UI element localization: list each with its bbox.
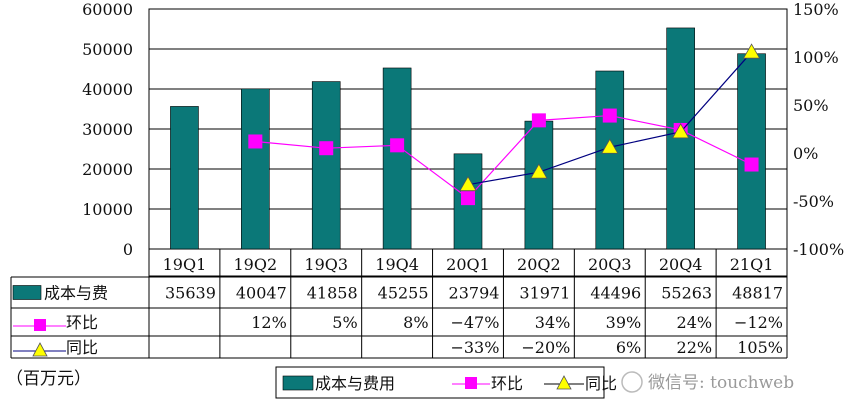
marker-环比-20Q3 [602,108,617,123]
y-left-tick-label: 10000 [82,200,133,219]
table-cell: 55263 [661,284,712,303]
bar-19Q3 [311,81,341,250]
table-cell: −12% [734,313,783,332]
legend-key-bar [282,375,314,391]
marker-环比-19Q3 [319,141,334,156]
table-key-成本与费用 [12,285,42,300]
y-right-tick-label: 50% [793,96,829,115]
y-left-tick-label: 60000 [82,0,133,19]
bar-19Q2 [241,88,270,250]
marker-同比-20Q1 [459,175,477,192]
bar-20Q2 [524,120,554,250]
watermark: 微信号: touchweb [648,373,794,393]
legend-key-marker [556,375,572,390]
table-cell: −20% [521,338,570,357]
marker-同比-21Q1 [742,43,761,59]
y-right-tick-label: -50% [793,192,834,211]
bar-21Q1 [737,53,766,250]
table-cell: 31971 [519,284,570,303]
legend-key-marker [465,377,477,389]
table-key-marker [32,342,48,357]
table-cell: 8% [403,313,428,332]
y-left-tick-label: 40000 [82,80,133,99]
table-cell: 6% [616,338,641,357]
table-cell: 39% [606,313,642,332]
table-row-label: 同比 [66,338,98,357]
y-left-tick-label: 30000 [82,120,133,139]
table-cell: −33% [450,338,499,357]
table-cell: 41858 [307,284,358,303]
table-cell: 24% [677,313,713,332]
table-cell: 34% [535,313,571,332]
marker-环比-20Q2 [531,113,546,128]
category-label: 20Q2 [517,255,561,274]
marker-环比-21Q1 [744,157,759,172]
marker-环比-19Q4 [390,138,405,153]
table-row-label: 成本与费 [44,284,108,303]
category-label: 20Q4 [659,255,703,274]
line-环比 [255,114,752,199]
legend-label: 环比 [491,374,523,393]
category-label: 19Q3 [304,255,348,274]
legend-label: 成本与费用 [315,374,395,393]
table-cell: 105% [737,338,783,357]
unit-note: （百万元） [6,369,91,389]
y-left-tick-label: 20000 [82,160,133,179]
table-cell: 23794 [449,284,500,303]
marker-同比-20Q4 [671,123,690,139]
watermark-logo-icon [621,371,643,393]
category-label: 19Q1 [163,255,207,274]
table-cell: 48817 [732,284,783,303]
bar-20Q3 [595,70,625,250]
legend-box [275,366,605,399]
table-cell: 45255 [378,284,429,303]
table-cell: −47% [450,313,499,332]
y-right-tick-label: 150% [793,0,839,19]
category-label: 21Q1 [730,255,774,274]
y-right-tick-label: -100% [793,240,844,259]
category-label: 20Q3 [588,255,632,274]
category-label: 19Q2 [234,255,278,274]
y-left-tick-label: 0 [123,240,133,259]
legend-label: 同比 [585,374,617,393]
category-label: 19Q4 [375,255,419,274]
table-cell: 40047 [236,284,287,303]
marker-环比-20Q1 [461,191,475,206]
y-left-tick-label: 50000 [82,40,133,59]
table-key-marker [34,319,46,331]
category-label: 20Q1 [446,255,490,274]
y-right-tick-label: 100% [793,48,839,67]
marker-环比-19Q2 [248,134,263,149]
y-right-tick-label: 0% [793,144,818,163]
marker-同比-20Q2 [530,163,548,179]
bar-19Q1 [170,106,199,250]
table-row-label: 环比 [66,313,98,332]
table-cell: 12% [251,313,287,332]
table-cell: 5% [332,313,357,332]
marker-同比-20Q3 [601,138,619,154]
table-cell: 22% [677,338,713,357]
bar-20Q4 [666,27,695,250]
bar-19Q4 [382,67,412,250]
table-cell: 44496 [590,284,641,303]
table-cell: 35639 [165,284,216,303]
